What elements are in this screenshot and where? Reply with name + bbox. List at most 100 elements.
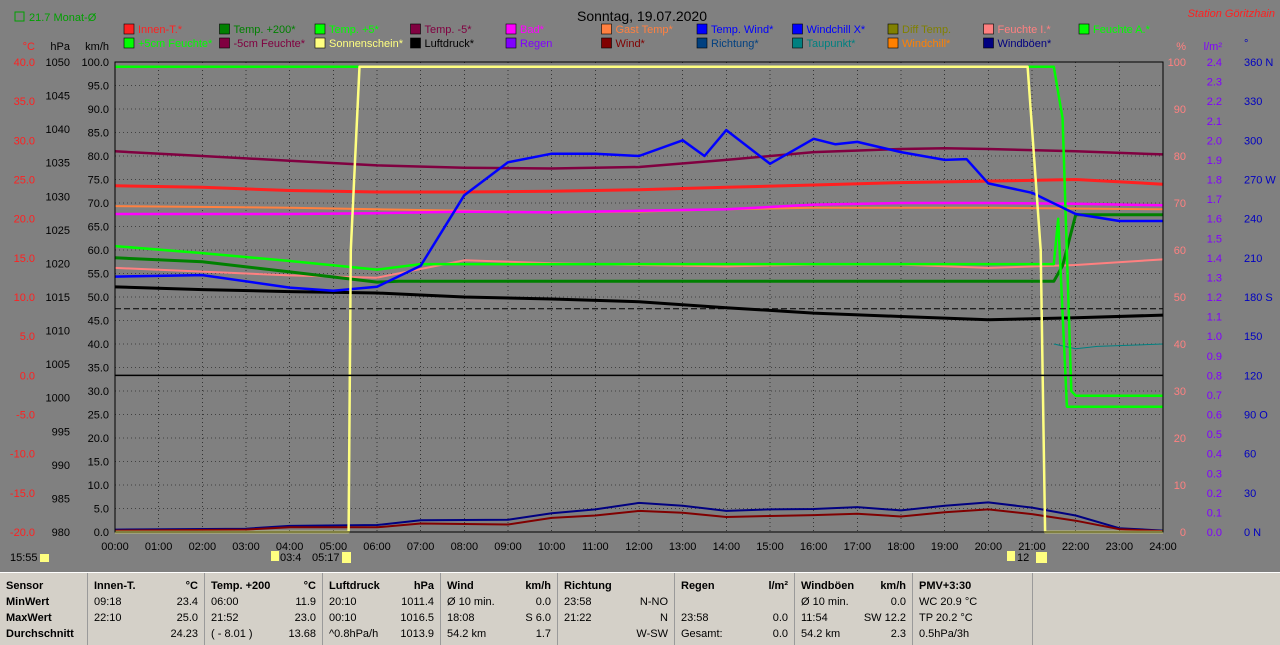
x-tick-label: 12:00 [625, 541, 653, 553]
stats-cell-label: 23:58 [681, 612, 709, 624]
axis-tick-pressure: 1045 [46, 91, 70, 103]
axis-tick-temp: 10.0 [14, 292, 35, 304]
axis-tick-pressure: 1050 [46, 57, 70, 69]
month-avg-box[interactable] [14, 11, 25, 22]
legend-swatch [123, 37, 135, 49]
axis-unit-wind: km/h [85, 41, 109, 53]
axis-tick-rain: 0.0 [1207, 527, 1222, 539]
axis-tick-rain: 0.8 [1207, 370, 1222, 382]
legend-swatch [792, 37, 803, 49]
legend-label: Temp. Wind* [711, 24, 774, 36]
stats-cell-label: ^0.8hPa/h [329, 628, 379, 640]
stats-cell-value: 0.0 [772, 628, 788, 640]
legend-label: Luftdruck* [425, 38, 475, 50]
axis-tick-pressure: 1015 [46, 292, 70, 304]
axis-tick-direction: 0 N [1244, 527, 1261, 539]
axis-tick-pressure: 1010 [46, 326, 70, 338]
axis-tick-pressure: 985 [52, 493, 70, 505]
legend-label: Temp. -5* [425, 24, 473, 36]
axis-tick-wind: 10.0 [88, 480, 109, 492]
axis-tick-humidity: 100 [1168, 57, 1186, 69]
x-tick-label: 03:00 [232, 541, 260, 553]
legend-swatch [887, 37, 899, 49]
axis-tick-direction: 360 N [1244, 57, 1273, 69]
axis-tick-wind: 20.0 [88, 433, 109, 445]
axis-tick-rain: 1.2 [1207, 292, 1222, 304]
axis-tick-temp: 25.0 [14, 175, 35, 187]
stats-cell-value: N [660, 612, 668, 624]
axis-tick-wind: 45.0 [88, 316, 109, 328]
legend-label: Windchill X* [807, 24, 866, 36]
stats-cell-label: WC 20.9 °C [919, 596, 978, 608]
legend-label: Gast Temp* [616, 24, 674, 36]
series-temp-wind [114, 128, 1163, 292]
stats-cell-label: Ø 10 min. [447, 596, 495, 608]
x-tick-label: 06:00 [363, 541, 391, 553]
stats-col-title: Richtung [564, 580, 612, 592]
axis-tick-rain: 2.1 [1207, 116, 1222, 128]
stats-cell-label: 54.2 km [447, 628, 487, 640]
x-tick-label: 00:00 [101, 541, 129, 553]
axis-tick-wind: 25.0 [88, 410, 109, 422]
legend-label: Taupunkt* [807, 38, 857, 50]
axis-tick-direction: 180 S [1244, 292, 1273, 304]
axis-tick-direction: 60 [1244, 449, 1256, 461]
series-wind [114, 508, 1164, 533]
axis-unit-temp: °C [23, 41, 35, 53]
legend-label: Temp. +200* [234, 24, 297, 36]
axis-tick-pressure: 1000 [46, 393, 70, 405]
axis-tick-wind: 70.0 [88, 198, 109, 210]
legend-swatch [123, 23, 135, 35]
series-temp-200 [114, 213, 1163, 284]
stats-cell-label: 0.5hPa/3h [919, 628, 970, 640]
stats-col: Regen l/m² 23:58 0.0 Gesamt: 0.0 [675, 573, 795, 645]
stats-col: Wind km/h Ø 10 min. 0.0 18:08 S 6.0 54.2 km 1.7 [441, 573, 558, 645]
axis-tick-pressure: 990 [52, 460, 70, 472]
row-label-max: MaxWert [6, 612, 52, 624]
axis-tick-wind: 50.0 [88, 292, 109, 304]
legend-label: Bad* [520, 24, 545, 36]
axis-tick-temp: 35.0 [14, 96, 35, 108]
x-tick-label: 15:00 [756, 541, 784, 553]
axis-tick-direction: 90 O [1244, 410, 1268, 422]
axis-tick-humidity: 80 [1174, 151, 1186, 163]
x-tick-label: 18:00 [887, 541, 915, 553]
axis-tick-humidity: 90 [1174, 104, 1186, 116]
legend-swatch [219, 23, 230, 35]
axis-tick-pressure: 1005 [46, 359, 70, 371]
axis-tick-wind: 5.0 [94, 504, 109, 516]
stats-cell-label: 18:08 [447, 612, 475, 624]
axis-unit-rain: l/m² [1204, 41, 1223, 53]
axis-tick-temp: 5.0 [20, 331, 35, 343]
statistics-table: Sensor MinWert MaxWert Durchschnitt Inne… [0, 572, 1280, 645]
legend-label: Regen [520, 38, 552, 50]
axis-tick-rain: 1.0 [1207, 331, 1222, 343]
axis-tick-humidity: 40 [1174, 339, 1186, 351]
stats-cell-value: 23.0 [294, 612, 316, 624]
axis-tick-direction: 330 [1244, 96, 1262, 108]
axis-tick-rain: 2.4 [1207, 57, 1222, 69]
stats-cell-value: 11.9 [295, 596, 316, 608]
axis-tick-rain: 0.2 [1207, 488, 1222, 500]
axis-tick-temp: 15.0 [14, 253, 35, 265]
axis-tick-rain: 0.6 [1207, 410, 1222, 422]
axis-tick-rain: 0.4 [1207, 449, 1222, 461]
stats-cell-label: 00:10 [329, 612, 357, 624]
stats-cell-value: 0.0 [535, 596, 551, 608]
stats-cell-value: 23.4 [176, 596, 198, 608]
axis-tick-rain: 0.3 [1207, 468, 1222, 480]
legend-label: Feuchte A.* [1093, 24, 1151, 36]
legend-swatch [219, 37, 230, 49]
series-luftdruck [114, 285, 1164, 322]
stats-cell-label: 20:10 [329, 596, 357, 608]
stats-cell-label: 11:54 [801, 612, 828, 624]
stats-col-unit: l/m² [768, 580, 788, 592]
axis-tick-wind: 15.0 [88, 457, 109, 469]
axis-tick-humidity: 0 [1180, 527, 1186, 539]
row-label-min: MinWert [6, 596, 50, 608]
legend-swatch [696, 23, 708, 35]
stats-col-title: Luftdruck [329, 580, 380, 592]
axis-tick-rain: 1.1 [1207, 312, 1222, 324]
axis-tick-wind: 35.0 [88, 363, 109, 375]
stats-cell-label: 21:52 [211, 612, 239, 624]
